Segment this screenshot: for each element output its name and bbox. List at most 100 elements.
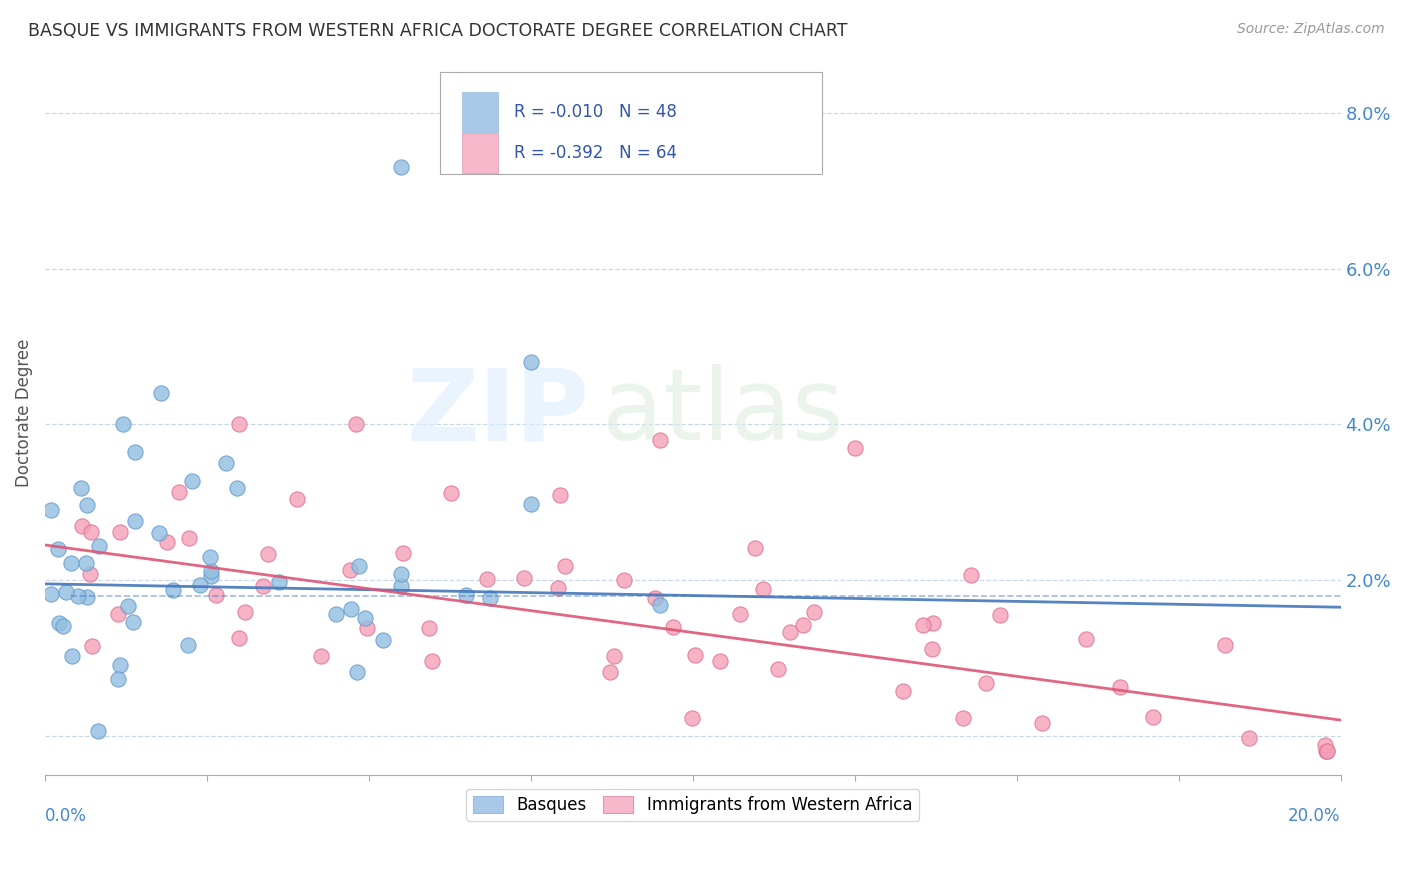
Text: BASQUE VS IMMIGRANTS FROM WESTERN AFRICA DOCTORATE DEGREE CORRELATION CHART: BASQUE VS IMMIGRANTS FROM WESTERN AFRICA… — [28, 22, 848, 40]
Point — [1237, 731, 1260, 745]
Point — [766, 662, 789, 676]
Point — [752, 582, 775, 596]
Point — [46, 541, 69, 556]
Point — [67, 589, 90, 603]
Point — [167, 485, 190, 500]
Point — [547, 581, 569, 595]
Point — [52, 619, 75, 633]
Point — [644, 591, 666, 605]
Point — [1315, 744, 1337, 758]
Point — [599, 665, 621, 679]
Text: R = -0.392   N = 64: R = -0.392 N = 64 — [513, 145, 676, 162]
Point — [922, 615, 945, 630]
Point — [156, 535, 179, 549]
Point — [661, 620, 683, 634]
Point — [257, 547, 280, 561]
Point — [111, 417, 134, 432]
Point — [228, 417, 250, 432]
Point — [744, 541, 766, 555]
Point — [59, 556, 82, 570]
Point — [79, 566, 101, 581]
Point — [792, 618, 814, 632]
Point — [198, 549, 221, 564]
Point — [392, 546, 415, 560]
Text: 0.0%: 0.0% — [45, 807, 87, 825]
Point — [1316, 744, 1339, 758]
Point — [267, 575, 290, 590]
Point — [681, 711, 703, 725]
Point — [340, 601, 363, 615]
Point — [150, 386, 173, 401]
Point — [181, 474, 204, 488]
Point — [550, 488, 572, 502]
Point — [121, 615, 143, 629]
Point — [440, 486, 463, 500]
Point — [478, 591, 501, 605]
Point — [1108, 681, 1130, 695]
Point — [55, 584, 77, 599]
Point — [188, 578, 211, 592]
Point — [418, 621, 440, 635]
FancyBboxPatch shape — [440, 72, 823, 174]
Point — [709, 654, 731, 668]
Point — [176, 638, 198, 652]
Point — [554, 559, 576, 574]
Point — [252, 579, 274, 593]
Point — [325, 607, 347, 622]
Point — [988, 607, 1011, 622]
Point — [389, 579, 412, 593]
Point — [844, 441, 866, 455]
Point — [344, 417, 367, 432]
Text: Source: ZipAtlas.com: Source: ZipAtlas.com — [1237, 22, 1385, 37]
Point — [228, 631, 250, 645]
Point — [124, 514, 146, 528]
Point — [347, 559, 370, 574]
Point — [200, 569, 222, 583]
Point — [1074, 632, 1097, 647]
Point — [309, 649, 332, 664]
Point — [75, 556, 97, 570]
Point — [339, 563, 361, 577]
Point — [117, 599, 139, 613]
Point — [389, 161, 412, 175]
Text: 20.0%: 20.0% — [1288, 807, 1340, 825]
Point — [613, 573, 636, 587]
Point — [89, 539, 111, 553]
Text: atlas: atlas — [602, 364, 844, 461]
FancyBboxPatch shape — [463, 133, 498, 173]
Point — [1213, 638, 1236, 652]
Point — [69, 481, 91, 495]
Point — [602, 649, 624, 664]
Point — [70, 519, 93, 533]
Point — [911, 617, 934, 632]
Point — [177, 532, 200, 546]
Point — [959, 568, 981, 582]
Point — [353, 611, 375, 625]
Point — [86, 723, 108, 738]
Point — [82, 639, 104, 653]
Point — [952, 711, 974, 725]
Point — [148, 525, 170, 540]
Point — [39, 587, 62, 601]
Point — [519, 355, 541, 369]
Point — [76, 591, 98, 605]
Point — [728, 607, 751, 621]
Text: ZIP: ZIP — [406, 364, 589, 461]
Point — [107, 672, 129, 686]
Point — [513, 571, 536, 585]
Point — [921, 642, 943, 657]
Point — [346, 665, 368, 679]
Point — [215, 456, 238, 470]
Point — [124, 445, 146, 459]
Text: R = -0.010   N = 48: R = -0.010 N = 48 — [513, 103, 676, 120]
Point — [1031, 716, 1053, 731]
Point — [420, 654, 443, 668]
Point — [685, 648, 707, 662]
Point — [650, 433, 672, 447]
Point — [48, 616, 70, 631]
Point — [779, 624, 801, 639]
Point — [893, 683, 915, 698]
Point — [204, 588, 226, 602]
Point — [60, 649, 83, 664]
Point — [475, 572, 498, 586]
